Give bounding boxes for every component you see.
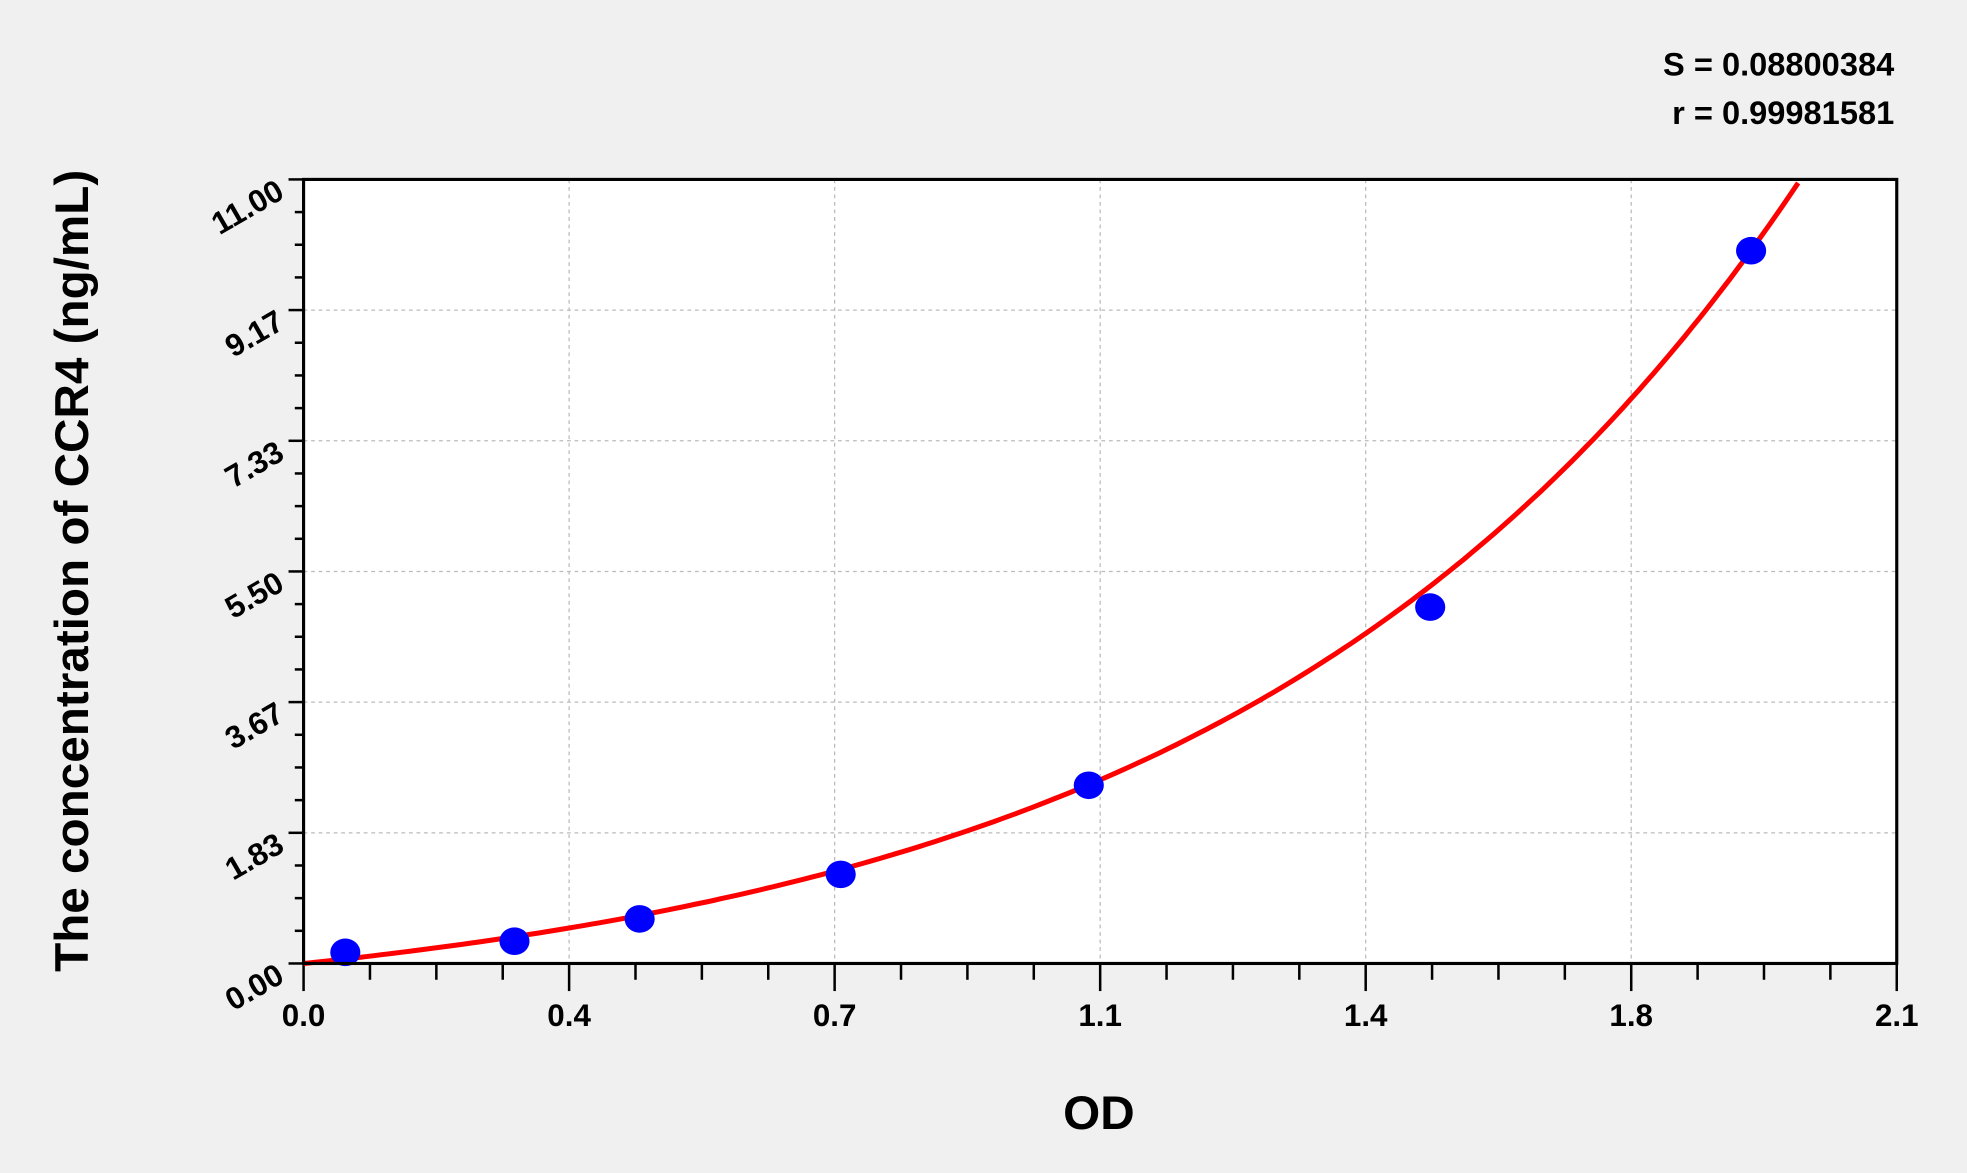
x-tick-label: 0.0 — [282, 998, 326, 1033]
x-tick-label: 0.4 — [547, 998, 591, 1033]
fit-curve-group — [303, 181, 1801, 966]
plot-frame — [302, 177, 1899, 966]
data-point — [1073, 771, 1104, 800]
data-point — [499, 927, 530, 956]
data-point — [330, 938, 361, 967]
y-tick-label: 7.33 — [219, 434, 289, 495]
data-points — [330, 236, 1767, 967]
y-tick-label: 9.17 — [219, 303, 289, 364]
x-axis-title: OD — [1063, 1087, 1134, 1140]
y-tick-label: 11.00 — [206, 173, 290, 242]
stat-s: S = 0.08800384 — [1663, 45, 1894, 82]
y-tick-labels: 0.00 1.83 3.67 5.50 7.33 9.17 11.00 — [206, 173, 290, 1018]
x-tick-label: 1.1 — [1078, 998, 1122, 1033]
grid — [303, 179, 1897, 964]
x-tick-label: 1.8 — [1609, 998, 1653, 1033]
data-point — [825, 860, 856, 889]
y-tick-label: 5.50 — [219, 565, 289, 626]
y-axis-title: The concentration of CCR4 (ng/mL) — [46, 170, 99, 972]
data-point — [1736, 236, 1767, 265]
fit-curve — [303, 181, 1801, 966]
x-tick-label: 0.7 — [813, 998, 857, 1033]
stat-r: r = 0.99981581 — [1672, 94, 1894, 131]
y-tick-label: 3.67 — [219, 695, 289, 756]
y-tick-label: 0.00 — [219, 957, 289, 1018]
data-point — [624, 905, 655, 933]
x-tick-label: 2.1 — [1875, 998, 1919, 1033]
y-tick-label: 1.83 — [219, 826, 289, 887]
data-point — [1415, 593, 1446, 621]
axis-ticks — [288, 178, 1899, 992]
x-tick-label: 1.4 — [1344, 998, 1388, 1033]
x-tick-labels: 0.0 0.4 0.7 1.1 1.4 1.8 2.1 — [282, 998, 1919, 1033]
